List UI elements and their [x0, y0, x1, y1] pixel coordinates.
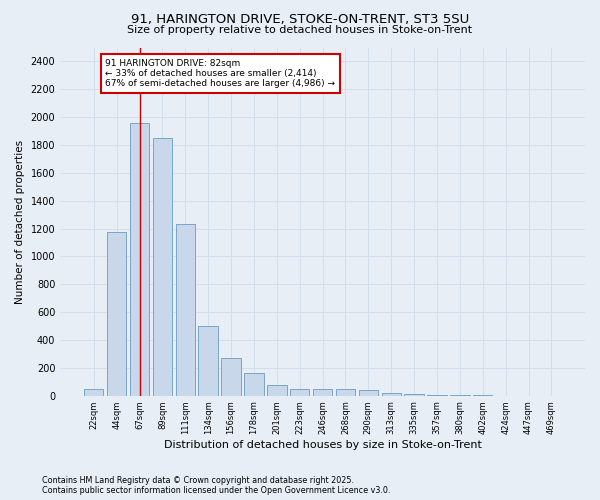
Text: 91 HARINGTON DRIVE: 82sqm
← 33% of detached houses are smaller (2,414)
67% of se: 91 HARINGTON DRIVE: 82sqm ← 33% of detac… — [105, 58, 335, 88]
Text: Contains HM Land Registry data © Crown copyright and database right 2025.: Contains HM Land Registry data © Crown c… — [42, 476, 354, 485]
Bar — [404, 394, 424, 396]
Bar — [244, 374, 263, 396]
Bar — [359, 390, 378, 396]
X-axis label: Distribution of detached houses by size in Stoke-on-Trent: Distribution of detached houses by size … — [164, 440, 482, 450]
Bar — [152, 138, 172, 396]
Bar — [267, 386, 287, 396]
Bar — [290, 388, 310, 396]
Text: Size of property relative to detached houses in Stoke-on-Trent: Size of property relative to detached ho… — [127, 25, 473, 35]
Bar — [221, 358, 241, 396]
Text: Contains public sector information licensed under the Open Government Licence v3: Contains public sector information licen… — [42, 486, 391, 495]
Bar — [130, 122, 149, 396]
Bar — [107, 232, 127, 396]
Bar — [336, 388, 355, 396]
Y-axis label: Number of detached properties: Number of detached properties — [15, 140, 25, 304]
Text: 91, HARINGTON DRIVE, STOKE-ON-TRENT, ST3 5SU: 91, HARINGTON DRIVE, STOKE-ON-TRENT, ST3… — [131, 12, 469, 26]
Bar — [176, 224, 195, 396]
Bar — [427, 395, 447, 396]
Bar — [313, 388, 332, 396]
Bar — [199, 326, 218, 396]
Bar — [84, 388, 103, 396]
Bar — [382, 393, 401, 396]
